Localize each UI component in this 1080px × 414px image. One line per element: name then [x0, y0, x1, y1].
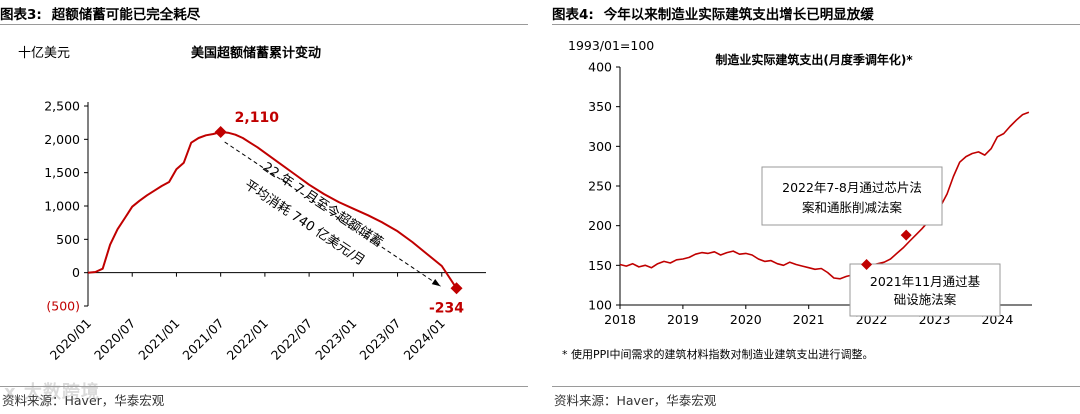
excess-savings-chart: 十亿美元 美国超额储蓄累计变动 (500) 0 500 1,000 1,500 2,000 2,…: [18, 45, 486, 363]
trend-arrow-head: [431, 279, 441, 287]
figure-4-panel: 图表4: 今年以来制造业实际建筑支出增长已明显放缓 1993/01=100 制造业实…: [552, 0, 1080, 414]
chips-act-annotation-box: [761, 166, 943, 226]
figure-4-number: 图表4:: [552, 7, 594, 23]
latest-marker: [450, 282, 463, 295]
y-tick-label: 500: [56, 232, 80, 247]
x-tick-label: 2022/07: [268, 316, 315, 363]
y-tick-label: 300: [588, 139, 612, 154]
chart-title: 制造业实际建筑支出(月度季调年化)*: [715, 52, 913, 67]
figure-3-panel: 图表3: 超额储蓄可能已完全耗尽 十亿美元 美国超额储蓄累计变动 (500) 0 500 1…: [0, 0, 528, 414]
latest-value-label: -234: [429, 300, 464, 316]
x-tick-label: 2021: [793, 312, 825, 327]
figure-4-bottom-rule: [552, 386, 1080, 387]
infrastructure-act-annotation-line-2: 础设施法案: [894, 292, 957, 307]
figure-4-title: 图表4: 今年以来制造业实际建筑支出增长已明显放缓: [552, 3, 874, 23]
figure-3-title: 图表3: 超额储蓄可能已完全耗尽: [0, 3, 200, 23]
y-tick-label: 2,500: [44, 99, 80, 114]
x-tick-label: 2021/07: [179, 316, 226, 363]
chart-title: 美国超额储蓄累计变动: [191, 45, 321, 61]
figure-3-caption: 超额储蓄可能已完全耗尽: [51, 7, 201, 23]
peak-value-label: 2,110: [235, 110, 280, 126]
y-tick-label: 200: [588, 218, 612, 233]
trend-arrow-line: [224, 141, 441, 287]
figure-3-source: 资料来源：Haver，华泰宏观: [2, 393, 165, 408]
peak-marker: [214, 126, 227, 138]
x-tick-label: 2022/01: [224, 316, 271, 363]
y-axis-unit-label: 十亿美元: [18, 46, 70, 61]
y-tick-label: 0: [72, 265, 80, 280]
y-tick-label: 400: [588, 60, 612, 75]
figure-4-source: 资料来源：Haver，华泰宏观: [554, 393, 717, 408]
x-tick-label: 2021/01: [135, 316, 182, 363]
y-tick-label: 150: [588, 258, 612, 273]
figure-3-top-rule: [0, 24, 528, 25]
x-tick-label: 2018: [604, 312, 636, 327]
x-tick-label: 2020/01: [47, 316, 94, 363]
chips-act-annotation-line-2: 案和通胀削减法案: [802, 200, 903, 215]
figure-4-top-rule: [552, 24, 1080, 25]
y-tick-label: 100: [588, 298, 612, 313]
chart-footnote: * 使用PPI中间需求的建筑材料指数对制造业建筑支出进行调整。: [562, 347, 874, 361]
construction-spending-line: [619, 111, 1030, 280]
figure-3-bottom-rule: [0, 386, 528, 387]
y-axis-unit-label: 1993/01=100: [568, 38, 654, 53]
x-tick-label: 2020: [730, 312, 762, 327]
y-tick-label: 2,000: [44, 132, 80, 147]
y-tick-label: 1,500: [44, 165, 80, 180]
figure-3-number: 图表3:: [0, 7, 42, 23]
x-tick-label: 2019: [667, 312, 699, 327]
y-tick-label: 350: [588, 99, 612, 114]
x-tick-label: 2023/07: [356, 316, 403, 363]
chips-act-annotation-line-1: 2022年7-8月通过芯片法: [782, 180, 922, 195]
infrastructure-act-annotation-box: [849, 263, 1001, 317]
y-tick-label: 1,000: [44, 199, 80, 214]
watermark-logo: x 大数跨境: [4, 382, 100, 403]
infrastructure-act-marker: [861, 259, 873, 271]
x-tick-label: 2024/01: [401, 316, 448, 363]
x-tick-label: 2023/01: [312, 316, 359, 363]
manufacturing-construction-chart: 1993/01=100 制造业实际建筑支出(月度季调年化)* 100 150 200 25…: [562, 38, 1032, 361]
figure-4-caption: 今年以来制造业实际建筑支出增长已明显放缓: [603, 7, 874, 23]
y-tick-label: (500): [46, 299, 80, 314]
x-tick-label: 2020/07: [91, 316, 138, 363]
y-tick-label: 250: [588, 179, 612, 194]
chips-act-marker: [900, 229, 912, 241]
infrastructure-act-annotation-line-1: 2021年11月通过基: [870, 274, 981, 289]
